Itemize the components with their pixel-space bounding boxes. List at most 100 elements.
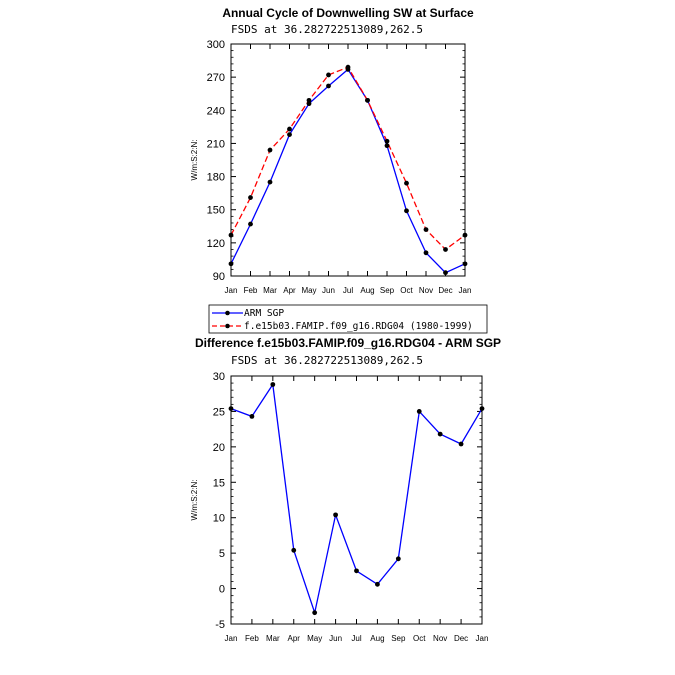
data-point — [267, 179, 273, 185]
data-point — [479, 406, 485, 411]
series-line — [230, 66, 466, 251]
legend: ARM SGP f.e15b03.FAMIP.f09_g16.RDG04 (19… — [208, 304, 488, 334]
data-point — [291, 547, 297, 553]
x-tick-label: Jan — [225, 286, 238, 295]
y-tick-label: 120 — [207, 238, 225, 250]
x-tick-label: Mar — [263, 286, 277, 295]
y-axis-label: W/m:S:2:N: — [190, 480, 199, 521]
x-tick-label: Oct — [400, 286, 413, 295]
data-point — [404, 180, 409, 186]
data-point — [345, 64, 351, 70]
data-point — [365, 97, 370, 103]
series-line — [230, 382, 483, 616]
data-point — [326, 83, 331, 89]
x-tick-label: Jan — [225, 634, 238, 643]
data-point — [267, 147, 273, 153]
y-tick-label: 25 — [213, 406, 225, 418]
series-layer — [228, 382, 485, 616]
data-point — [375, 581, 380, 587]
x-tick-label: Apr — [283, 286, 296, 295]
data-point — [287, 126, 292, 132]
y-tick-label: 5 — [219, 548, 225, 560]
data-point — [443, 270, 448, 276]
data-point — [384, 143, 390, 149]
data-point — [228, 261, 234, 267]
y-tick-label: 10 — [213, 513, 225, 525]
chart-title: Annual Cycle of Downwelling SW at Surfac… — [222, 6, 474, 20]
y-tick-label: 30 — [213, 371, 225, 383]
y-tick-label: 210 — [207, 138, 225, 150]
y-tick-label: 300 — [207, 39, 225, 51]
data-point — [306, 101, 312, 107]
y-tick-label: 20 — [213, 442, 225, 454]
data-point — [287, 132, 292, 137]
x-tick-label: Dec — [438, 286, 452, 295]
data-point — [458, 441, 464, 447]
chart-title: Difference f.e15b03.FAMIP.f09_g16.RDG04 … — [195, 336, 501, 350]
data-point — [306, 97, 312, 103]
data-point — [384, 138, 390, 144]
chart-subtitle: FSDS at 36.282722513089,262.5 — [231, 354, 423, 367]
x-tick-label: Dec — [454, 634, 468, 643]
data-point — [248, 221, 253, 227]
x-tick-label: Sep — [380, 286, 395, 295]
plot-frame — [230, 375, 483, 625]
data-point — [248, 195, 253, 200]
data-point — [333, 512, 338, 518]
difference-panel: Difference f.e15b03.FAMIP.f09_g16.RDG04 … — [190, 336, 501, 643]
data-point — [249, 413, 255, 419]
legend-label-model: f.e15b03.FAMIP.f09_g16.RDG04 (1980-1999) — [244, 321, 473, 332]
series-layer — [228, 64, 468, 276]
chart-subtitle: FSDS at 36.282722513089,262.5 — [231, 23, 423, 36]
data-point — [462, 232, 468, 238]
y-tick-label: 0 — [219, 584, 225, 596]
x-tick-label: Jun — [329, 634, 342, 643]
x-tick-label: Jan — [476, 634, 489, 643]
data-point — [312, 610, 318, 616]
x-tick-label: Jul — [343, 286, 353, 295]
data-point — [228, 232, 234, 238]
x-tick-label: Sep — [391, 634, 406, 643]
legend-marker-arm — [225, 310, 230, 316]
y-tick-label: 270 — [207, 72, 225, 84]
axis-ticks: 90 120 150 180 210 240 270 300 Jan Feb Mar Apr May Ju… — [207, 39, 472, 295]
x-tick-label: Aug — [370, 634, 384, 643]
series-line — [230, 68, 466, 274]
y-tick-label: 240 — [207, 105, 225, 117]
x-tick-label: Oct — [413, 634, 426, 643]
y-axis-label: W/m:S:2:N: — [190, 140, 199, 181]
y-tick-label: 90 — [213, 271, 225, 283]
x-tick-label: Jan — [459, 286, 472, 295]
x-tick-label: Apr — [288, 634, 301, 643]
data-point — [462, 261, 468, 267]
x-tick-label: Mar — [266, 634, 280, 643]
x-tick-label: Aug — [360, 286, 374, 295]
data-point — [423, 250, 429, 256]
data-point — [270, 382, 276, 387]
data-point — [437, 431, 443, 437]
data-point — [228, 406, 234, 411]
legend-label-arm: ARM SGP — [244, 308, 284, 319]
y-tick-label: 15 — [213, 477, 225, 489]
data-point — [326, 72, 331, 78]
y-tick-label: 180 — [207, 172, 225, 184]
x-tick-label: Jun — [322, 286, 335, 295]
data-point — [423, 227, 429, 233]
data-point — [395, 556, 401, 562]
annual-cycle-panel: Annual Cycle of Downwelling SW at Surfac… — [190, 6, 474, 295]
data-point — [404, 208, 409, 214]
legend-box — [208, 304, 488, 334]
y-tick-label: -5 — [215, 619, 225, 631]
x-tick-label: Feb — [244, 286, 258, 295]
legend-marker-model — [225, 323, 230, 329]
x-tick-label: Nov — [419, 286, 433, 295]
data-point — [354, 568, 359, 574]
x-tick-label: May — [307, 634, 322, 643]
x-tick-label: Nov — [433, 634, 447, 643]
x-tick-label: May — [301, 286, 316, 295]
x-tick-label: Feb — [245, 634, 259, 643]
data-point — [443, 247, 448, 252]
y-tick-label: 150 — [207, 205, 225, 217]
axis-ticks: -5 0 5 10 15 20 25 30 Jan Feb Mar Apr May Jun Jul Aug Se… — [213, 371, 489, 643]
